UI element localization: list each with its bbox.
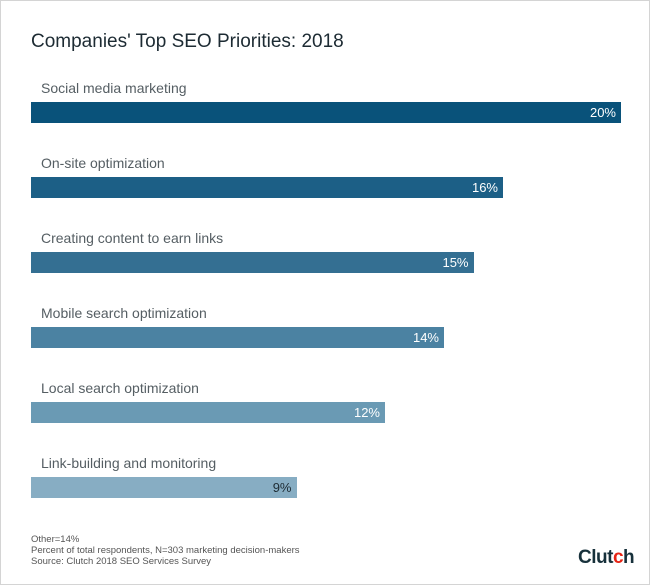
category-label: On-site optimization <box>41 155 165 171</box>
value-label: 20% <box>589 105 616 120</box>
bar <box>31 402 385 423</box>
chart-title: Companies' Top SEO Priorities: 2018 <box>31 31 344 52</box>
category-label: Mobile search optimization <box>41 305 207 321</box>
bar <box>31 177 503 198</box>
bar <box>31 252 474 273</box>
bar <box>31 327 444 348</box>
value-label: 14% <box>412 330 439 345</box>
value-label: 12% <box>353 405 380 420</box>
category-label: Creating content to earn links <box>41 230 224 246</box>
footnote-other: Other=14% <box>31 534 80 545</box>
footnote-sample: Percent of total respondents, N=303 mark… <box>31 545 300 556</box>
category-label: Local search optimization <box>41 380 199 396</box>
value-label: 15% <box>442 255 469 270</box>
value-label: 9% <box>272 480 292 495</box>
bar <box>31 477 297 498</box>
bar <box>31 102 621 123</box>
clutch-logo: Clutch <box>578 547 635 568</box>
category-label: Link-building and monitoring <box>41 455 217 471</box>
value-label: 16% <box>471 180 498 195</box>
footnote-source: Source: Clutch 2018 SEO Services Survey <box>31 556 212 567</box>
category-label: Social media marketing <box>41 80 187 96</box>
